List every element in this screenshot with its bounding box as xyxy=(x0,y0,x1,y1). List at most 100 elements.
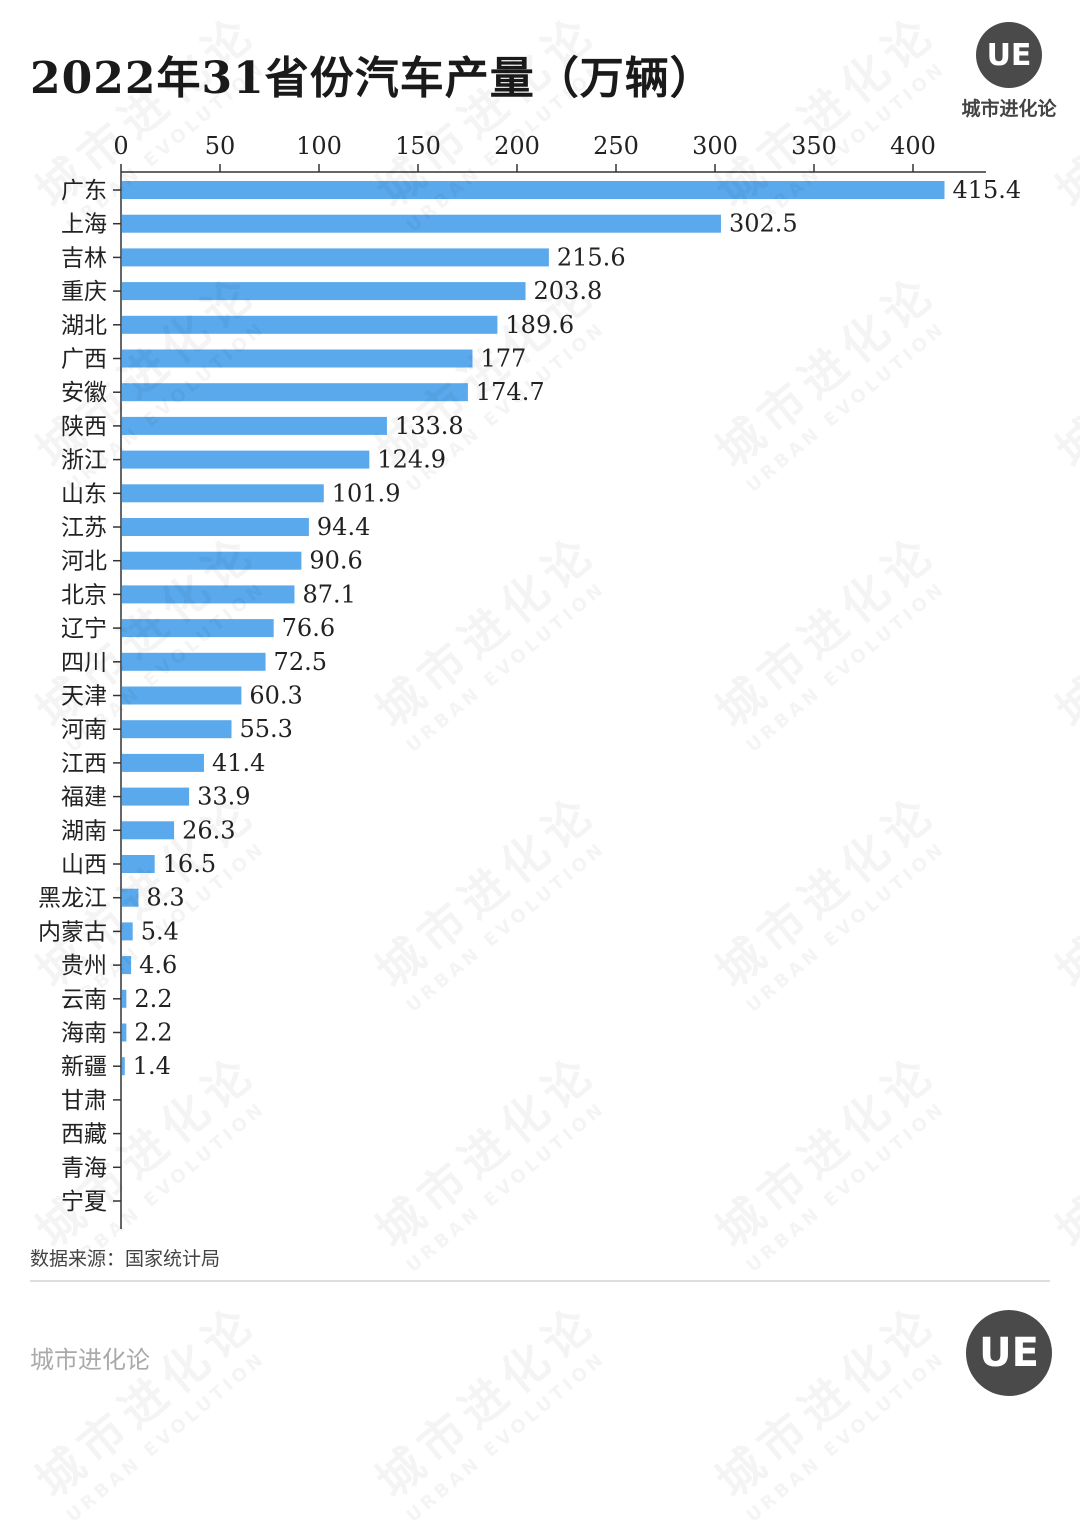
bar xyxy=(122,855,155,873)
category-label: 湖南 xyxy=(61,818,107,844)
bar xyxy=(122,787,190,806)
category-label: 上海 xyxy=(61,212,107,238)
watermark: 城市进化论URBAN EVOLUTION xyxy=(20,1286,283,1526)
data-label: 133.8 xyxy=(395,412,464,440)
bar xyxy=(122,248,549,267)
x-tick-label: 50 xyxy=(205,132,236,160)
watermark-text: 城市进化论 xyxy=(360,1286,609,1510)
data-label: 41.4 xyxy=(212,749,265,777)
bar xyxy=(122,383,468,402)
x-tick-label: 400 xyxy=(890,132,936,160)
category-label: 山东 xyxy=(61,481,107,507)
category-label: 广东 xyxy=(61,178,107,204)
bar xyxy=(122,551,302,570)
bar xyxy=(122,416,387,435)
data-label: 76.6 xyxy=(282,614,335,642)
category-label: 四川 xyxy=(61,650,107,676)
x-tick-label: 150 xyxy=(395,132,441,160)
category-label: 内蒙古 xyxy=(38,919,107,945)
data-label: 124.9 xyxy=(377,446,446,474)
footer-brand: 城市进化论 xyxy=(30,1346,150,1374)
category-label: 陕西 xyxy=(61,414,107,440)
chart-title: 2022年31省份汽车产量（万辆） xyxy=(30,53,715,104)
category-label: 广西 xyxy=(61,347,107,373)
category-label: 辽宁 xyxy=(61,616,107,642)
category-label: 青海 xyxy=(61,1155,107,1181)
bar xyxy=(122,956,132,975)
brand-logo-icon: UE xyxy=(976,22,1042,88)
watermark-subtext: URBAN EVOLUTION xyxy=(402,1337,622,1527)
bar xyxy=(122,686,242,705)
category-label: 山西 xyxy=(61,852,107,878)
watermark-text: 城市进化论 xyxy=(700,1286,949,1510)
category-label: 西藏 xyxy=(61,1122,107,1148)
x-tick-label: 300 xyxy=(692,132,738,160)
data-label: 33.9 xyxy=(197,783,250,811)
category-label: 北京 xyxy=(61,582,107,608)
data-label: 90.6 xyxy=(309,547,362,575)
data-label: 16.5 xyxy=(163,850,216,878)
bar xyxy=(122,1057,125,1076)
data-label: 94.4 xyxy=(317,513,370,541)
data-label: 72.5 xyxy=(274,648,327,676)
category-label: 江苏 xyxy=(61,515,107,541)
bar xyxy=(122,720,232,739)
bar xyxy=(122,922,133,941)
data-label: 177 xyxy=(480,345,526,373)
watermark-subtext: URBAN EVOLUTION xyxy=(742,1337,962,1527)
bar xyxy=(122,214,721,233)
bar xyxy=(122,282,526,301)
data-label: 189.6 xyxy=(505,311,574,339)
data-label: 2.2 xyxy=(134,1019,172,1047)
bar xyxy=(122,619,274,638)
footer-logo-icon: UE xyxy=(966,1310,1052,1396)
x-tick-label: 250 xyxy=(593,132,639,160)
category-label: 吉林 xyxy=(61,245,107,271)
bar xyxy=(122,315,498,334)
bar xyxy=(122,585,295,604)
data-label: 2.2 xyxy=(134,985,172,1013)
brand-logo-text: 城市进化论 xyxy=(961,98,1057,120)
category-label: 安徽 xyxy=(61,380,107,406)
data-label: 55.3 xyxy=(239,715,292,743)
data-label: 87.1 xyxy=(302,580,355,608)
category-label: 福建 xyxy=(61,785,107,811)
bar xyxy=(122,821,175,840)
data-label: 101.9 xyxy=(332,479,401,507)
bar xyxy=(122,652,266,671)
category-label: 天津 xyxy=(61,684,107,710)
category-label: 新疆 xyxy=(61,1054,107,1080)
bar xyxy=(122,484,324,503)
watermark-text: 城市进化论 xyxy=(20,1286,269,1510)
category-label: 贵州 xyxy=(61,953,107,979)
bar xyxy=(122,753,204,772)
bar xyxy=(122,518,309,536)
category-label: 甘肃 xyxy=(61,1088,107,1114)
category-label: 湖北 xyxy=(61,313,107,339)
watermark: 城市进化论URBAN EVOLUTION xyxy=(360,1286,623,1526)
data-label: 5.4 xyxy=(141,917,179,945)
data-label: 174.7 xyxy=(476,378,545,406)
x-tick-label: 100 xyxy=(296,132,342,160)
bar xyxy=(122,349,473,368)
data-label: 26.3 xyxy=(182,816,235,844)
data-label: 302.5 xyxy=(729,210,798,238)
footer-divider xyxy=(30,1280,1050,1282)
watermark: 城市进化论URBAN EVOLUTION xyxy=(700,1286,963,1526)
data-label: 203.8 xyxy=(534,277,603,305)
category-label: 江西 xyxy=(61,751,107,777)
category-label: 浙江 xyxy=(61,448,107,474)
data-label: 8.3 xyxy=(146,884,184,912)
bar xyxy=(122,888,139,907)
category-label: 海南 xyxy=(61,1021,107,1047)
bar xyxy=(122,450,370,469)
data-label: 415.4 xyxy=(952,176,1021,204)
category-label: 黑龙江 xyxy=(38,886,107,912)
bar xyxy=(122,181,945,199)
x-tick-label: 350 xyxy=(791,132,837,160)
data-label: 60.3 xyxy=(249,682,302,710)
data-label: 4.6 xyxy=(139,951,177,979)
bar xyxy=(122,989,127,1008)
data-source: 数据来源：国家统计局 xyxy=(30,1248,221,1270)
category-label: 河南 xyxy=(61,717,107,743)
